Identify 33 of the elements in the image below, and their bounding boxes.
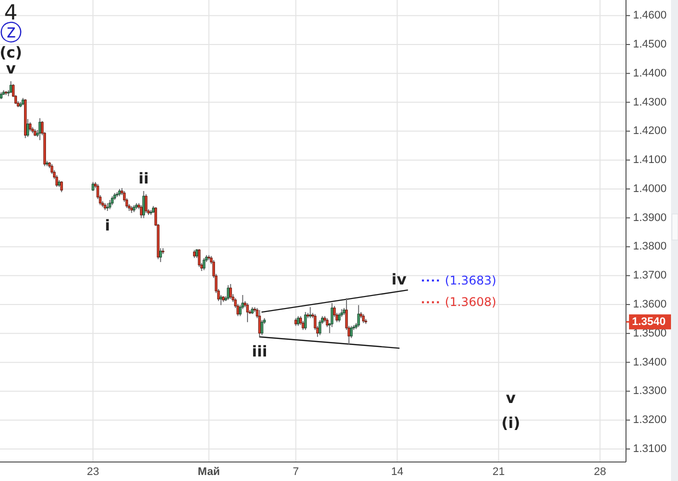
- y-tick-label: 1.3700: [633, 270, 667, 282]
- ref-line-label: (1.3608): [444, 295, 496, 310]
- x-tick-label: 23: [86, 466, 100, 478]
- annotation: i: [104, 216, 110, 234]
- y-tick-label: 1.4100: [633, 154, 667, 166]
- y-tick-label: 1.4500: [633, 38, 667, 50]
- y-tick-label: 1.4600: [633, 10, 667, 22]
- y-tick-label: 1.3400: [633, 356, 667, 368]
- x-tick-label: Май: [198, 466, 220, 478]
- y-tick-label: 1.3900: [633, 212, 667, 224]
- x-tick-label: 21: [492, 466, 505, 478]
- annotation: (c): [0, 44, 22, 62]
- y-tick-label: 1.4000: [633, 182, 667, 195]
- x-tick-label: 28: [594, 466, 606, 478]
- y-tick-label: 1.4200: [633, 125, 667, 138]
- x-tick-label: 7: [292, 466, 299, 478]
- annotation: v: [6, 60, 16, 78]
- text: 1.3540: [632, 316, 666, 328]
- y-tick-label: 1.3500: [633, 327, 667, 340]
- y-tick-label: 1.4300: [633, 96, 667, 108]
- y-tick-label: 1.4400: [633, 67, 667, 80]
- y-tick-label: 1.3600: [633, 298, 667, 311]
- annotation: (i): [501, 414, 520, 432]
- annotation: iii: [252, 342, 268, 360]
- annotation: v: [506, 389, 516, 408]
- x-tick-label: 14: [391, 466, 404, 478]
- annotation: ii: [138, 169, 149, 188]
- y-tick-label: 1.3800: [633, 240, 667, 253]
- y-tick-label: 1.3100: [633, 443, 667, 455]
- y-tick-label: 1.3200: [633, 414, 667, 426]
- y-tick-label: 1.3300: [633, 385, 667, 398]
- ref-line-label: (1.3683): [444, 274, 496, 288]
- annotation: iv: [392, 270, 407, 289]
